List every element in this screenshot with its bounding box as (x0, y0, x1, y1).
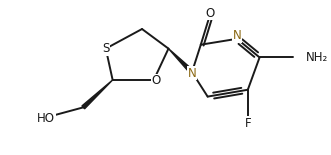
Polygon shape (82, 80, 113, 109)
Text: S: S (102, 42, 110, 55)
Text: N: N (188, 67, 196, 80)
Text: O: O (205, 7, 214, 20)
Polygon shape (168, 49, 194, 74)
Text: O: O (151, 74, 160, 87)
Text: F: F (245, 117, 251, 130)
Text: HO: HO (37, 112, 55, 125)
Text: NH₂: NH₂ (306, 51, 328, 64)
Text: N: N (233, 29, 241, 42)
